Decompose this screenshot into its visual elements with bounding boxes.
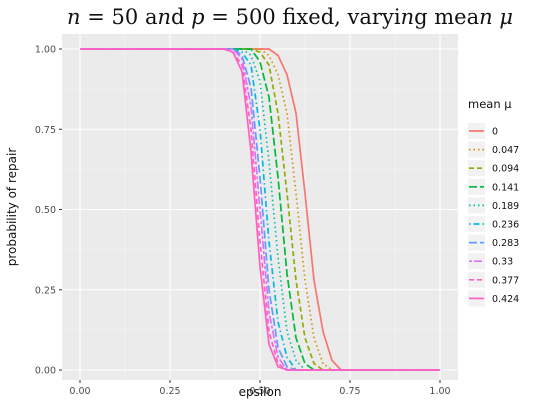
legend-label-5: 0.236: [492, 220, 519, 231]
legend-title: mean μ: [468, 97, 512, 111]
series-group: [80, 48, 440, 371]
legend-label-2: 0.094: [492, 164, 519, 175]
legend-key-bg: [468, 271, 485, 288]
x-tick-label: 0.00: [69, 386, 90, 397]
legend-label-3: 0.141: [492, 182, 519, 193]
legend: mean μ 0 0.047 0.094 0.141 0.189 0.236 0.283 0.…: [468, 97, 519, 307]
legend-label-0: 0: [492, 127, 498, 138]
legend-key-bg: [468, 141, 485, 158]
y-tick-label: 1.00: [35, 45, 56, 56]
legend-key-bg: [468, 197, 485, 214]
legend-label-9: 0.424: [492, 294, 519, 305]
x-tick-label: 0.25: [159, 386, 180, 397]
x-tick-label: 1.00: [429, 386, 450, 397]
legend-label-8: 0.377: [492, 275, 519, 286]
legend-label-6: 0.283: [492, 238, 519, 249]
x-axis: 0.00 0.25 0.50 0.75 1.00: [69, 380, 451, 397]
series-line-9: [80, 48, 440, 371]
y-tick-label: 0.00: [35, 366, 56, 377]
y-axis: 0.00 0.25 0.50 0.75 1.00: [35, 45, 62, 377]
x-tick-label: 0.75: [339, 386, 360, 397]
legend-label-4: 0.189: [492, 201, 519, 212]
x-tick-label: 0.50: [249, 386, 270, 397]
chart-title: n = 50 and p = 500 fixed, varying mean μ: [67, 5, 513, 29]
y-tick-label: 0.50: [35, 205, 56, 216]
y-tick-label: 0.75: [35, 125, 56, 136]
y-axis-title: probability of repair: [5, 148, 19, 267]
legend-key-bg: [468, 160, 485, 177]
y-tick-label: 0.25: [35, 285, 56, 296]
legend-label-7: 0.33: [492, 257, 513, 268]
x-axis-title: epsilon: [239, 385, 282, 399]
legend-label-1: 0.047: [492, 145, 519, 156]
